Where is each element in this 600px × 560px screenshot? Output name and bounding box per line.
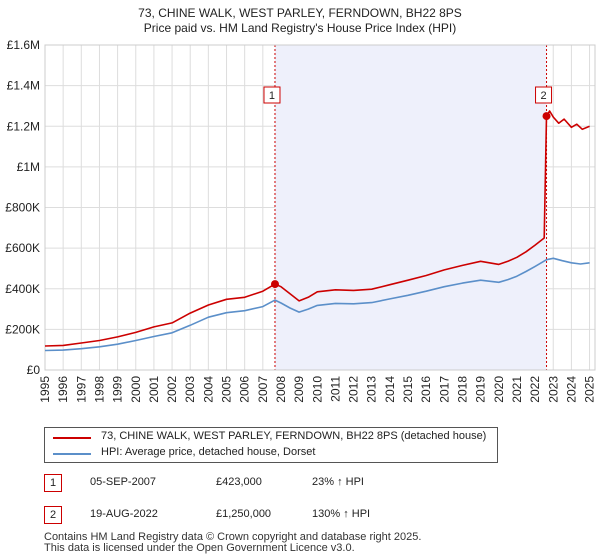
sale-hpi-change: 130% ↑ HPI xyxy=(312,508,371,520)
x-tick-label: 2012 xyxy=(347,376,361,403)
x-tick-label: 1999 xyxy=(111,376,125,403)
property-price-line xyxy=(44,110,590,347)
x-tick-label: 2024 xyxy=(564,376,578,403)
x-tick-label: 2001 xyxy=(147,376,161,403)
hpi-line xyxy=(44,257,590,352)
x-tick-label: 2006 xyxy=(238,376,252,403)
footer-copyright: Contains HM Land Registry data © Crown c… xyxy=(44,531,422,543)
x-tick-label: 2010 xyxy=(310,376,324,403)
sale-price: £1,250,000 xyxy=(216,508,272,520)
x-tick-label: 2023 xyxy=(546,376,560,403)
sale-number-badge: 1 xyxy=(44,474,62,492)
x-tick-label: 2003 xyxy=(183,376,197,403)
legend-swatch-hpi xyxy=(53,453,91,455)
sale-label-box xyxy=(535,86,553,104)
x-tick-label: 2002 xyxy=(165,376,179,403)
y-tick-label: £1M xyxy=(17,160,40,174)
y-tick-label: £0 xyxy=(27,363,41,377)
y-tick-label: £600K xyxy=(5,241,40,255)
y-tick-label: £1.6M xyxy=(7,38,40,52)
x-tick-label: 2009 xyxy=(292,376,306,403)
y-tick-label: £200K xyxy=(5,322,40,336)
x-tick-label: 2019 xyxy=(474,376,488,403)
x-tick-label: 2013 xyxy=(365,376,379,403)
legend: 73, CHINE WALK, WEST PARLEY, FERNDOWN, B… xyxy=(44,427,498,463)
x-tick-label: 1995 xyxy=(38,376,52,403)
x-tick-label: 2021 xyxy=(510,376,524,403)
x-tick-label: 2017 xyxy=(437,376,451,403)
x-tick-label: 2020 xyxy=(492,376,506,403)
x-tick-label: 2007 xyxy=(256,376,270,403)
x-tick-label: 2008 xyxy=(274,376,288,403)
legend-swatch-property xyxy=(53,437,91,439)
legend-label-hpi: HPI: Average price, detached house, Dors… xyxy=(101,446,316,458)
x-tick-label: 2025 xyxy=(583,376,597,403)
chart-title: 73, CHINE WALK, WEST PARLEY, FERNDOWN, B… xyxy=(138,6,462,20)
x-tick-label: 2022 xyxy=(528,376,542,403)
x-tick-label: 1998 xyxy=(92,376,106,403)
shaded-ownership-period xyxy=(274,45,547,370)
x-tick-label: 2005 xyxy=(220,376,234,403)
sale-number-badge: 2 xyxy=(44,506,62,524)
sale-label-number: 2 xyxy=(540,90,546,102)
legend-label-property: 73, CHINE WALK, WEST PARLEY, FERNDOWN, B… xyxy=(101,430,487,442)
sale-point xyxy=(270,280,279,289)
chart-subtitle: Price paid vs. HM Land Registry's House … xyxy=(143,21,457,35)
x-tick-label: 1996 xyxy=(56,376,70,403)
x-tick-label: 2014 xyxy=(383,376,397,403)
x-tick-label: 2011 xyxy=(328,376,342,402)
sale-date: 05-SEP-2007 xyxy=(90,476,157,488)
sale-date: 19-AUG-2022 xyxy=(90,508,158,520)
x-tick-label: 2004 xyxy=(201,376,215,403)
sale-label-number: 1 xyxy=(269,90,275,102)
price-chart: £0 £200K £400K £600K £800K £1M £1.2M £1.4M £1.6M… xyxy=(5,38,597,403)
x-tick-label: 2016 xyxy=(419,376,433,403)
sale-label-box xyxy=(263,86,281,104)
sale-hpi-change: 23% ↑ HPI xyxy=(312,476,364,488)
x-tick-label: 1997 xyxy=(74,376,88,403)
y-tick-label: £800K xyxy=(5,201,40,215)
sale-point xyxy=(542,112,551,121)
sale-price: £423,000 xyxy=(216,476,262,488)
x-tick-label: 2018 xyxy=(455,376,469,403)
x-tick-label: 2015 xyxy=(401,376,415,403)
x-tick-label: 2000 xyxy=(129,376,143,403)
y-tick-label: £400K xyxy=(5,282,40,296)
footer-licence: This data is licensed under the Open Gov… xyxy=(44,542,355,554)
y-tick-label: £1.2M xyxy=(7,119,40,133)
y-tick-label: £1.4M xyxy=(7,79,40,93)
plot-border xyxy=(44,44,596,371)
